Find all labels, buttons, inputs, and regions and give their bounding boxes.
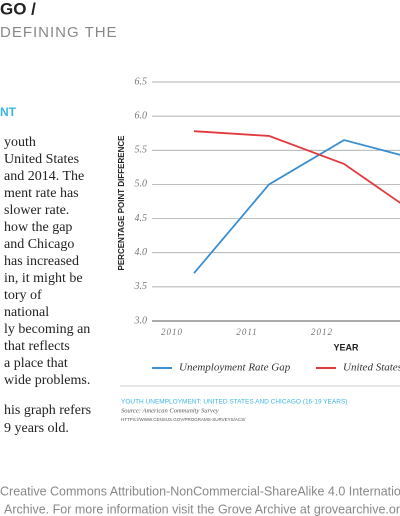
- body-line: wide problems.: [4, 373, 90, 388]
- x-tick-label: 2012: [311, 327, 333, 337]
- body-line: has increased: [4, 254, 79, 269]
- body-line: ment rate has: [4, 186, 79, 201]
- y-tick-label: 3.5: [134, 281, 148, 292]
- page-title: GO /: [0, 0, 36, 18]
- body-line: and 2014. The: [4, 169, 84, 184]
- footer-line: Archive. For more information visit the …: [4, 502, 400, 516]
- body-line: how the gap: [4, 220, 72, 235]
- body-line: youth: [4, 135, 36, 150]
- y-tick-label: 4.5: [135, 213, 148, 224]
- body-line: that reflects: [4, 339, 70, 354]
- y-tick-label: 6.0: [135, 110, 148, 121]
- y-tick-label: 5.0: [135, 179, 148, 190]
- y-tick-label: 3.0: [134, 315, 148, 326]
- body-line: a place that: [4, 356, 68, 371]
- legend-label: Unemployment Rate Gap: [179, 362, 291, 374]
- y-axis-title: PERCENTAGE POINT DIFFERENCE: [117, 135, 126, 271]
- legend-label: United States: [343, 362, 400, 374]
- note-line: 9 years old.: [4, 421, 69, 436]
- x-axis-title: YEAR: [333, 342, 359, 352]
- note-line: his graph refers: [4, 403, 91, 418]
- series-line: [193, 139, 400, 274]
- page-subtitle: DEFINING THE: [0, 24, 118, 41]
- body-line: and Chicago: [4, 237, 74, 252]
- y-tick-label: 5.5: [135, 145, 148, 156]
- chart-source: Source: American Community Survey: [121, 407, 219, 414]
- body-line: United States: [4, 152, 79, 167]
- body-line: tory of: [4, 288, 42, 303]
- body-line: national: [4, 305, 49, 320]
- x-tick-label: 2010: [161, 327, 183, 337]
- y-tick-label: 4.0: [135, 247, 148, 258]
- chart-caption: YOUTH UNEMPLOYMENT: UNITED STATES AND CH…: [121, 399, 347, 406]
- section-heading: NT: [0, 105, 17, 119]
- body-line: in, it might be: [4, 271, 83, 286]
- chart-url: HTTPS://WWW.CENSUS.GOV/PROGRAMS-SURVEYS/…: [121, 417, 246, 422]
- series-line: [193, 130, 400, 204]
- footer-line: Creative Commons Attribution-NonCommerci…: [0, 484, 400, 498]
- x-tick-label: 2011: [236, 327, 257, 337]
- y-tick-label: 6.5: [135, 76, 148, 87]
- body-line: ly becoming an: [4, 322, 90, 337]
- body-line: slower rate.: [4, 203, 69, 218]
